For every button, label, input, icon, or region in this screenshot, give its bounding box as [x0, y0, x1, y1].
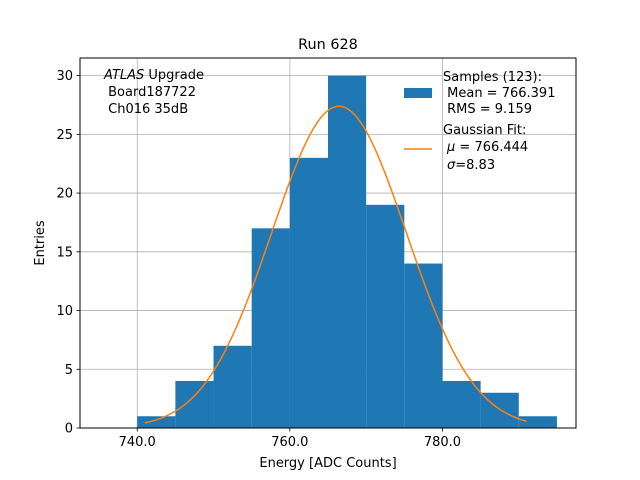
x-tick-label: 760.0	[271, 435, 308, 450]
y-tick-label: 5	[65, 363, 73, 378]
legend-samples-rms: RMS = 9.159	[443, 102, 532, 117]
histogram-bars	[137, 75, 557, 429]
legend: Samples (123): Mean = 766.391 RMS = 9.15…	[404, 70, 555, 173]
legend-samples-mean: Mean = 766.391	[443, 86, 555, 101]
histogram-bar	[442, 381, 481, 428]
legend-samples-title: Samples (123):	[443, 70, 542, 85]
plot-frame	[79, 57, 577, 429]
histogram-bar	[175, 381, 214, 428]
chart-title: Run 628	[298, 37, 358, 53]
x-axis-label: Energy [ADC Counts]	[259, 456, 396, 471]
annotation-atlas-italic: ATLAS	[103, 68, 144, 83]
atlas-annotation: ATLAS Upgrade Board187722 Ch016 35dB	[103, 68, 204, 117]
y-tick-label: 30	[56, 69, 73, 84]
gaussian-fit	[144, 105, 527, 424]
annotation-upgrade: Upgrade	[144, 68, 204, 83]
histogram-bar	[404, 263, 443, 428]
legend-fit-title: Gaussian Fit:	[443, 123, 526, 138]
legend-fit-mu: μ = 766.444	[446, 140, 528, 155]
y-tick-label: 10	[56, 304, 73, 319]
x-tick-label: 780.0	[424, 435, 461, 450]
y-tick-label: 15	[56, 245, 73, 260]
x-tick-label: 740.0	[119, 435, 156, 450]
annotation-board: Board187722	[104, 85, 196, 100]
histogram-bar	[213, 345, 252, 428]
annotation-line-1: ATLAS Upgrade	[103, 68, 204, 83]
histogram-bar	[289, 157, 328, 429]
legend-sigma-symbol: σ	[447, 158, 456, 173]
y-tick-label: 20	[56, 187, 73, 202]
histogram-bar	[328, 75, 367, 428]
legend-fit-sigma: σ=8.83	[447, 158, 495, 173]
legend-mu-symbol: μ	[446, 140, 455, 155]
histogram-bar	[366, 204, 405, 428]
y-tick-label: 25	[56, 128, 73, 143]
gaussian-fit-curve	[144, 105, 527, 424]
legend-sigma-value: =8.83	[455, 158, 495, 173]
histogram-bar	[518, 416, 557, 428]
legend-mu-value: = 766.444	[455, 140, 528, 155]
histogram-bar	[137, 416, 176, 428]
annotation-channel: Ch016 35dB	[104, 102, 188, 117]
legend-samples-swatch	[404, 88, 432, 98]
axis-ticks: 740.0 760.0 780.0 0 5 10 15 20 25 30	[56, 69, 461, 450]
histogram-bar	[251, 228, 290, 428]
y-axis-label: Entries	[33, 220, 48, 266]
y-tick-label: 0	[65, 422, 73, 437]
